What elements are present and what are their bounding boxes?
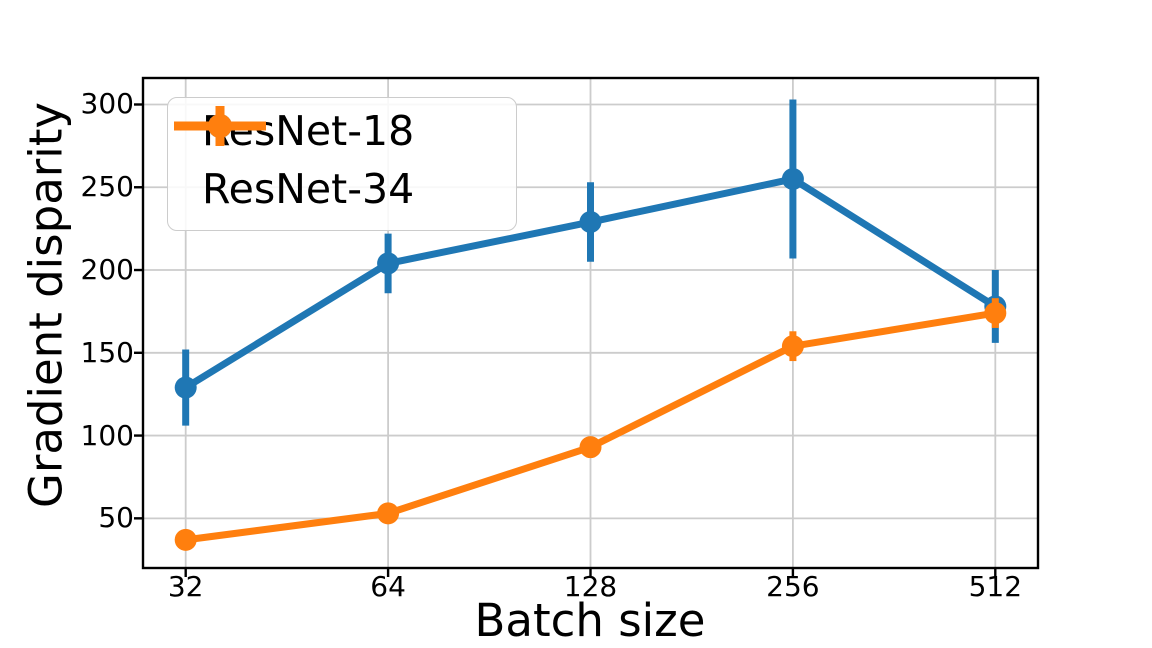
- legend-label-resnet-34: ResNet-34: [202, 164, 415, 213]
- y-tick-label-200: 200: [80, 253, 134, 287]
- legend-errorbar-marker-icon: [174, 106, 266, 146]
- legend: ResNet-18 ResNet-34: [167, 97, 517, 231]
- data-point-resnet-18-x32: [174, 376, 197, 399]
- y-axis-label: Gradient disparity: [19, 101, 73, 509]
- legend-dot: [208, 114, 232, 138]
- x-tick-label-32: 32: [167, 570, 204, 603]
- x-tick-label-256: 256: [766, 570, 820, 603]
- data-point-resnet-34-x512: [984, 302, 1007, 325]
- data-point-resnet-34-x32: [174, 528, 197, 551]
- data-point-resnet-34-x128: [579, 436, 602, 459]
- y-tick-label-250: 250: [80, 170, 134, 204]
- x-tick-label-64: 64: [370, 570, 406, 603]
- x-tick-label-128: 128: [563, 570, 618, 603]
- y-tick-label-150: 150: [80, 335, 134, 369]
- data-point-resnet-18-x64: [377, 252, 400, 275]
- y-tick-label-50: 50: [98, 501, 134, 535]
- data-point-resnet-18-x256: [781, 167, 804, 190]
- y-tick-label-100: 100: [80, 418, 134, 452]
- legend-item-resnet-34: ResNet-34: [174, 106, 516, 218]
- data-point-resnet-34-x256: [781, 335, 804, 358]
- x-axis-label: Batch size: [474, 594, 706, 647]
- y-tick-label-300: 300: [80, 87, 134, 121]
- data-point-resnet-34-x64: [377, 502, 400, 525]
- data-point-resnet-18-x128: [579, 211, 602, 234]
- x-tick-label-512: 512: [968, 570, 1023, 603]
